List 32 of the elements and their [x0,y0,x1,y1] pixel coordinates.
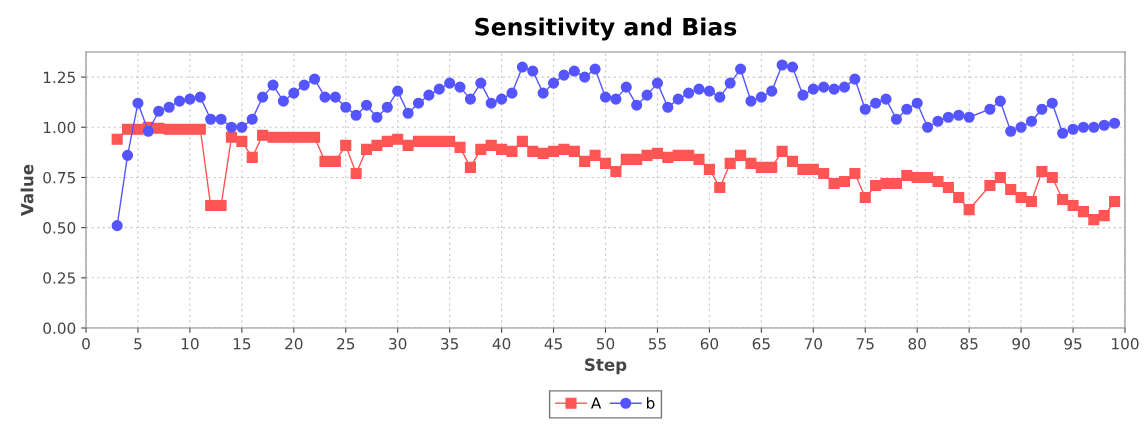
x-tick-label: 75 [856,338,874,350]
y-tick-label: 1.00 [43,121,76,134]
y-tick-label: 1.25 [43,71,75,84]
x-tick-label: 40 [492,337,511,350]
x-tick-label: 70 [804,337,823,350]
x-tick-label: 60 [700,337,719,350]
x-tick-label: 85 [960,337,978,350]
y-tick-label: 0.00 [43,322,76,335]
chart-title: Sensitivity and Bias [475,17,737,41]
y-tick-label: 0.75 [43,171,75,184]
x-tick-label: 45 [544,338,562,350]
x-tick-label: 65 [752,337,770,350]
x-tick-label: 5 [134,338,142,350]
x-tick-label: 15 [233,338,251,350]
x-tick-label: 90 [1012,337,1030,350]
legend-label: b [646,396,655,409]
y-tick-label: 0.50 [43,222,76,234]
y-axis-title: Value [20,164,34,216]
x-tick-label: 55 [648,338,666,350]
x-tick-label: 50 [596,337,615,350]
x-tick-label: 80 [908,337,926,350]
x-tick-label: 25 [337,337,355,350]
x-tick-label: 35 [441,337,459,350]
x-tick-label: 30 [389,337,407,350]
x-tick-label: 95 [1064,337,1082,350]
x-tick-label: 100 [1112,337,1139,350]
legend-label: A [590,397,602,409]
y-tick-label: 0.25 [43,272,75,284]
x-tick-label: 20 [285,337,303,350]
x-axis-title: Step [585,358,627,375]
x-tick-label: 0 [82,337,90,350]
x-tick-label: 10 [181,337,199,350]
